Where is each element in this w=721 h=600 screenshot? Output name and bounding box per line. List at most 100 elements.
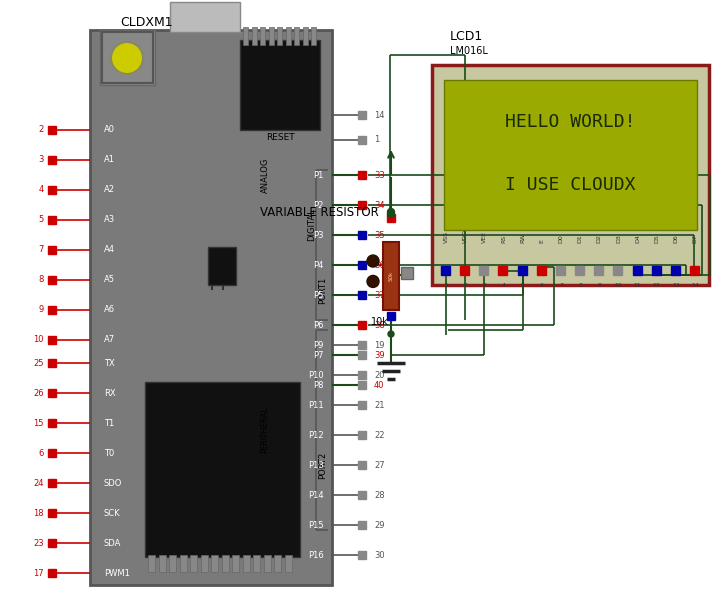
Text: 23: 23 <box>33 539 44 547</box>
Bar <box>48 389 56 397</box>
Bar <box>358 431 366 439</box>
Circle shape <box>111 42 143 74</box>
Bar <box>632 266 642 275</box>
Text: 4: 4 <box>502 283 505 288</box>
Text: P8: P8 <box>314 380 324 389</box>
Bar <box>358 341 366 349</box>
Bar <box>170 2 240 32</box>
Text: P15: P15 <box>309 520 324 529</box>
Bar <box>575 266 584 275</box>
Text: P12: P12 <box>309 431 324 439</box>
Text: 26: 26 <box>33 389 44 397</box>
Text: P7: P7 <box>314 350 324 359</box>
Text: VSS: VSS <box>443 231 448 243</box>
Bar <box>243 27 248 45</box>
Text: 28: 28 <box>374 491 384 499</box>
Bar <box>286 27 291 45</box>
Text: 11: 11 <box>634 283 642 288</box>
Bar <box>240 40 320 130</box>
Text: 1: 1 <box>374 136 379 145</box>
Text: D1: D1 <box>578 234 583 243</box>
Text: 24: 24 <box>33 479 44 487</box>
Bar <box>48 216 56 224</box>
Bar <box>48 336 56 344</box>
Bar <box>48 156 56 164</box>
Bar <box>401 268 413 280</box>
Bar <box>48 359 56 367</box>
Text: RESET: RESET <box>265 133 294 142</box>
Bar <box>145 382 300 557</box>
Text: VEE: VEE <box>482 231 487 243</box>
Text: 2: 2 <box>463 283 467 288</box>
Bar <box>260 27 265 45</box>
Bar <box>358 321 366 329</box>
Bar <box>358 291 366 299</box>
Text: 1: 1 <box>444 283 448 288</box>
Bar <box>358 371 366 379</box>
Bar <box>200 555 208 572</box>
Bar <box>387 214 395 222</box>
Text: PWM1: PWM1 <box>104 569 130 577</box>
Bar <box>441 266 450 275</box>
Text: A3: A3 <box>104 215 115 224</box>
Text: 8: 8 <box>578 283 582 288</box>
Text: SDA: SDA <box>104 539 121 547</box>
Text: RX: RX <box>104 389 115 397</box>
Bar <box>358 111 366 119</box>
Text: 29: 29 <box>374 520 384 529</box>
Text: D4: D4 <box>635 234 640 243</box>
Text: A5: A5 <box>104 275 115 284</box>
Text: RW: RW <box>520 233 525 243</box>
Bar <box>358 551 366 559</box>
Text: P4: P4 <box>314 260 324 269</box>
Text: DIGITAL: DIGITAL <box>307 209 317 241</box>
Text: E: E <box>539 239 544 243</box>
Bar <box>358 261 366 269</box>
Bar <box>358 136 366 144</box>
Text: 6: 6 <box>540 283 544 288</box>
Text: 10k: 10k <box>371 317 389 327</box>
Text: A7: A7 <box>104 335 115 344</box>
Text: 12: 12 <box>653 283 660 288</box>
Text: P2: P2 <box>314 200 324 209</box>
Text: A2: A2 <box>104 185 115 194</box>
Text: 3: 3 <box>482 283 486 288</box>
Bar <box>358 231 366 239</box>
Text: D6: D6 <box>673 234 678 243</box>
Text: 15: 15 <box>33 419 44 427</box>
Text: VDD: VDD <box>463 229 468 243</box>
Bar <box>48 126 56 134</box>
Bar <box>285 555 291 572</box>
Text: PORT2: PORT2 <box>319 451 327 479</box>
Text: LM016L: LM016L <box>450 46 488 56</box>
Text: 50k: 50k <box>389 271 394 281</box>
Text: TX: TX <box>104 358 115 367</box>
Text: D3: D3 <box>616 234 621 243</box>
Text: 22: 22 <box>374 431 384 439</box>
Bar <box>311 27 316 45</box>
Text: A4: A4 <box>104 245 115 254</box>
Bar <box>102 32 153 83</box>
Bar <box>232 555 239 572</box>
Text: 19: 19 <box>374 340 384 349</box>
Text: 34: 34 <box>374 200 384 209</box>
Text: VARIABLE RESISTOR: VARIABLE RESISTOR <box>260 206 379 220</box>
Text: 8: 8 <box>39 275 44 284</box>
Text: 20: 20 <box>374 370 384 379</box>
Bar <box>190 555 197 572</box>
Bar <box>383 242 399 310</box>
Bar <box>556 266 565 275</box>
Bar <box>358 381 366 389</box>
Bar <box>48 186 56 194</box>
Bar <box>48 419 56 427</box>
Circle shape <box>367 275 379 287</box>
Bar <box>48 539 56 547</box>
Bar <box>498 266 508 275</box>
Bar <box>277 27 282 45</box>
Text: P11: P11 <box>309 401 324 409</box>
Bar <box>148 555 155 572</box>
Bar <box>444 80 697 230</box>
Bar <box>211 555 218 572</box>
Text: PORT1: PORT1 <box>319 277 327 304</box>
Bar <box>614 266 622 275</box>
